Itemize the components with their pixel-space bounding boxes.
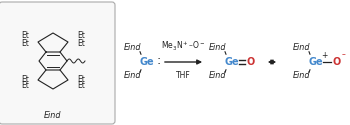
Text: Ge: Ge (309, 57, 323, 67)
Text: Eind: Eind (209, 44, 227, 52)
Text: Et: Et (21, 74, 29, 84)
Text: +: + (321, 50, 327, 59)
Text: –: – (342, 50, 346, 59)
Text: Eind: Eind (124, 72, 142, 80)
Text: Et: Et (21, 38, 29, 48)
Text: THF: THF (176, 71, 191, 80)
Text: Et: Et (21, 32, 29, 40)
Text: Ge: Ge (225, 57, 239, 67)
Text: Me$_3$N$^+$–O$^-$: Me$_3$N$^+$–O$^-$ (161, 40, 206, 53)
Text: O: O (247, 57, 255, 67)
Text: :: : (156, 54, 160, 68)
Text: Et: Et (77, 32, 85, 40)
Text: Eind: Eind (209, 72, 227, 80)
Text: Eind: Eind (293, 72, 311, 80)
Text: Et: Et (77, 82, 85, 90)
Text: Ge: Ge (140, 57, 154, 67)
Text: Et: Et (21, 82, 29, 90)
Text: Eind: Eind (293, 44, 311, 52)
Text: O: O (333, 57, 341, 67)
Text: Eind: Eind (124, 44, 142, 52)
Text: Et: Et (77, 74, 85, 84)
FancyBboxPatch shape (0, 2, 115, 124)
Text: Et: Et (77, 38, 85, 48)
Text: Eind: Eind (44, 112, 62, 120)
